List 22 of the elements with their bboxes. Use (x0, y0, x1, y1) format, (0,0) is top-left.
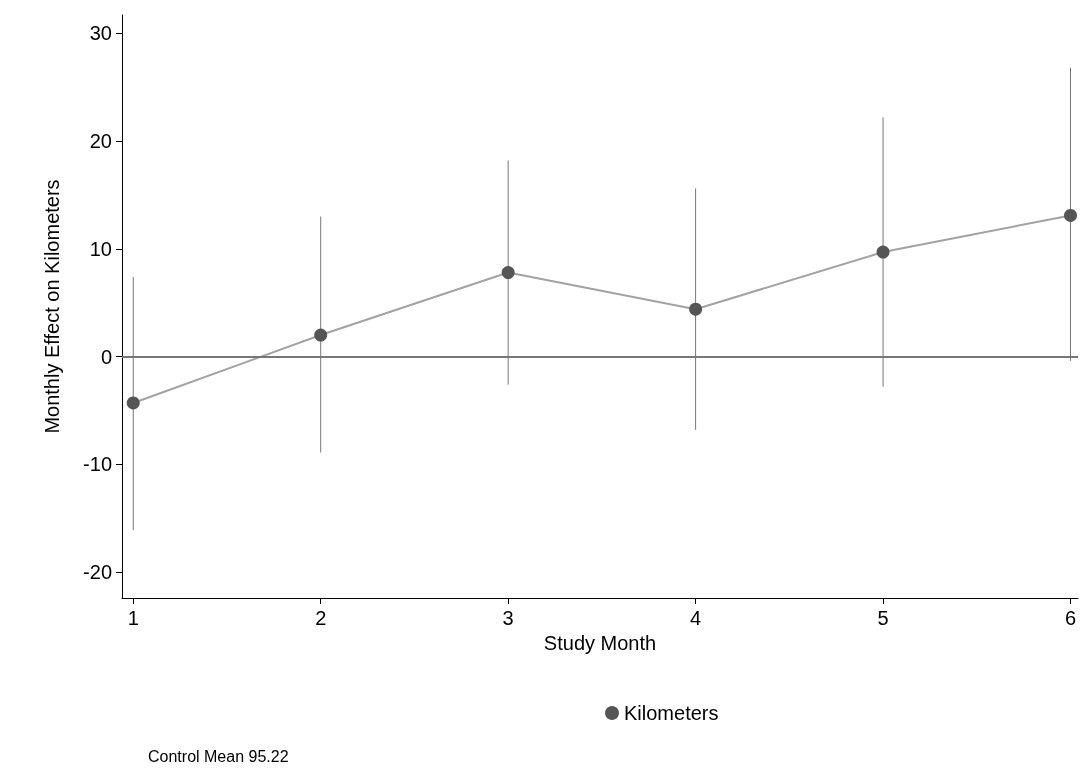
y-tick-label: -10 (83, 453, 112, 476)
y-tick-label: 20 (89, 130, 112, 153)
point (876, 245, 890, 259)
x-tick-label: 1 (127, 607, 139, 629)
point (689, 302, 703, 316)
x-tick-label: 4 (690, 607, 702, 629)
y-tick-label: 30 (89, 22, 112, 45)
x-tick-label: 2 (315, 607, 327, 629)
point (1064, 208, 1077, 222)
text: Control Mean 95.22 (148, 747, 289, 765)
x-axis-title: Study Month (543, 631, 657, 654)
y-axis-title: Monthly Effect on Kilometers (41, 179, 63, 434)
y-tick-label: 0 (100, 345, 112, 368)
point (314, 328, 328, 342)
y-tick-label: -20 (83, 561, 112, 584)
x-tick-label: 5 (877, 607, 889, 629)
legend-label: Kilometers (624, 702, 719, 724)
point (126, 396, 140, 410)
x-tick-label: 3 (502, 607, 514, 629)
x-tick-label: 6 (1064, 607, 1077, 629)
point (501, 266, 515, 280)
y-tick-label: 10 (89, 237, 112, 260)
